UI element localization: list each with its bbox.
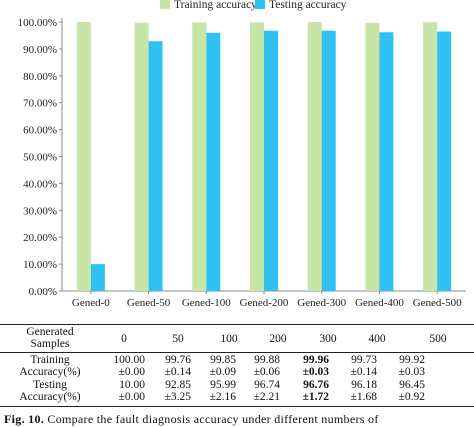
legend-swatch-testing: [255, 0, 265, 9]
bar-training-gened-500: [423, 22, 438, 291]
table-cell-sd: ±1.72: [302, 391, 329, 403]
bar-training-gened-100: [192, 22, 207, 291]
table-cell-value: 96.18: [351, 379, 377, 391]
x-tick-label: Gened-400: [355, 297, 404, 309]
table-cell-sd: ±0.14: [350, 366, 377, 378]
y-tick-label: 90.00%: [23, 44, 57, 56]
bar-testing-gened-500: [437, 31, 452, 291]
y-tick-label: 40.00%: [23, 178, 57, 190]
table-cell-sd: ±2.16: [209, 391, 236, 403]
table-cell-value: 99.73: [351, 354, 377, 366]
table-cell-sd: ±2.21: [253, 391, 280, 403]
table-cell-value: 92.85: [165, 379, 191, 391]
table-cell-value: 99.85: [210, 354, 236, 366]
y-tick-label: 0.00%: [29, 286, 57, 298]
y-tick-label: 100.00%: [18, 17, 57, 29]
legend-swatch-training: [160, 0, 170, 9]
table-cell-value: 99.76: [165, 354, 191, 366]
table-cell-value: 100.00: [113, 354, 145, 366]
table-cell-sd: ±0.00: [118, 391, 145, 403]
x-tick-label: Gened-0: [72, 297, 110, 309]
table-cell-value: 99.92: [399, 354, 425, 366]
bar-testing-gened-200: [264, 30, 278, 291]
y-tick-label: 70.00%: [23, 98, 57, 110]
x-tick-label: Gened-100: [182, 297, 231, 309]
table-cell-sd: ±0.06: [253, 366, 280, 378]
caption-label: Fig. 10.: [4, 412, 45, 426]
table-header-cell: 50: [172, 333, 184, 345]
figure-caption: Fig. 10. Compare the fault diagnosis acc…: [4, 412, 379, 427]
table-header-cell: 0: [121, 333, 127, 345]
table-cell-value: 96.45: [399, 379, 425, 391]
table-cell-sd: ±0.00: [118, 366, 145, 378]
table-row-label: Testing Accuracy(%): [19, 379, 81, 403]
table-cell-sd: ±0.92: [398, 391, 425, 403]
x-tick-label: Gened-50: [127, 297, 171, 309]
table-cell-sd: ±0.14: [164, 366, 191, 378]
bar-training-gened-50: [134, 22, 149, 291]
table-cell-value: 10.00: [119, 379, 145, 391]
table-cell-sd: ±0.03: [302, 366, 329, 378]
bar-training-gened-200: [250, 22, 264, 291]
table-cell-value: 95.99: [210, 379, 236, 391]
legend-label-testing: Testing accuracy: [269, 0, 347, 11]
bar-testing-gened-50: [148, 41, 163, 291]
y-tick-label: 60.00%: [23, 125, 57, 137]
table-cell-sd: ±3.25: [164, 391, 191, 403]
table-cell-value: 99.96: [303, 354, 329, 366]
caption-text: Compare the fault diagnosis accuracy und…: [47, 412, 379, 426]
table-header-cell: 400: [368, 333, 386, 345]
table-header-cell: 500: [429, 333, 447, 345]
bar-testing-gened-400: [379, 32, 394, 292]
table-cell-value: 96.74: [254, 379, 280, 391]
y-tick-label: 10.00%: [23, 259, 57, 271]
y-tick-label: 80.00%: [23, 71, 57, 83]
table-header-cell: 100: [220, 333, 238, 345]
y-tick-label: 20.00%: [23, 232, 57, 244]
table-row-label: Training Accuracy(%): [19, 354, 81, 378]
table-cell-sd: ±0.09: [209, 366, 236, 378]
table-header-rule: [0, 352, 474, 353]
bar-training-gened-300: [307, 22, 322, 291]
x-tick-label: Gened-500: [413, 297, 462, 309]
x-tick-label: Gened-300: [297, 297, 346, 309]
bar-testing-gened-100: [206, 32, 221, 292]
table-header-cell: 300: [319, 333, 337, 345]
table-cell-value: 96.76: [303, 379, 329, 391]
bar-testing-gened-0: [90, 264, 105, 291]
table-cell-sd: ±0.03: [398, 366, 425, 378]
table-cell-sd: ±1.68: [350, 391, 377, 403]
table-header-label: Generated Samples: [26, 326, 74, 350]
table-cell-value: 99.88: [254, 354, 280, 366]
legend-label-training: Training accuracy: [174, 0, 257, 11]
y-tick-label: 30.00%: [23, 205, 57, 217]
x-tick-label: Gened-200: [240, 297, 289, 309]
table-bottom-rule: [0, 406, 474, 407]
y-tick-label: 50.00%: [23, 152, 57, 164]
bar-training-gened-400: [365, 22, 380, 292]
bar-chart: 0.00% 10.00% 20.00% 30.00% 40.00% 50.00% 60.00…: [18, 0, 466, 309]
bar-training-gened-0: [76, 22, 91, 291]
bar-testing-gened-300: [321, 30, 336, 291]
table-top-rule: [0, 324, 474, 325]
table-header-cell: 200: [269, 333, 287, 345]
